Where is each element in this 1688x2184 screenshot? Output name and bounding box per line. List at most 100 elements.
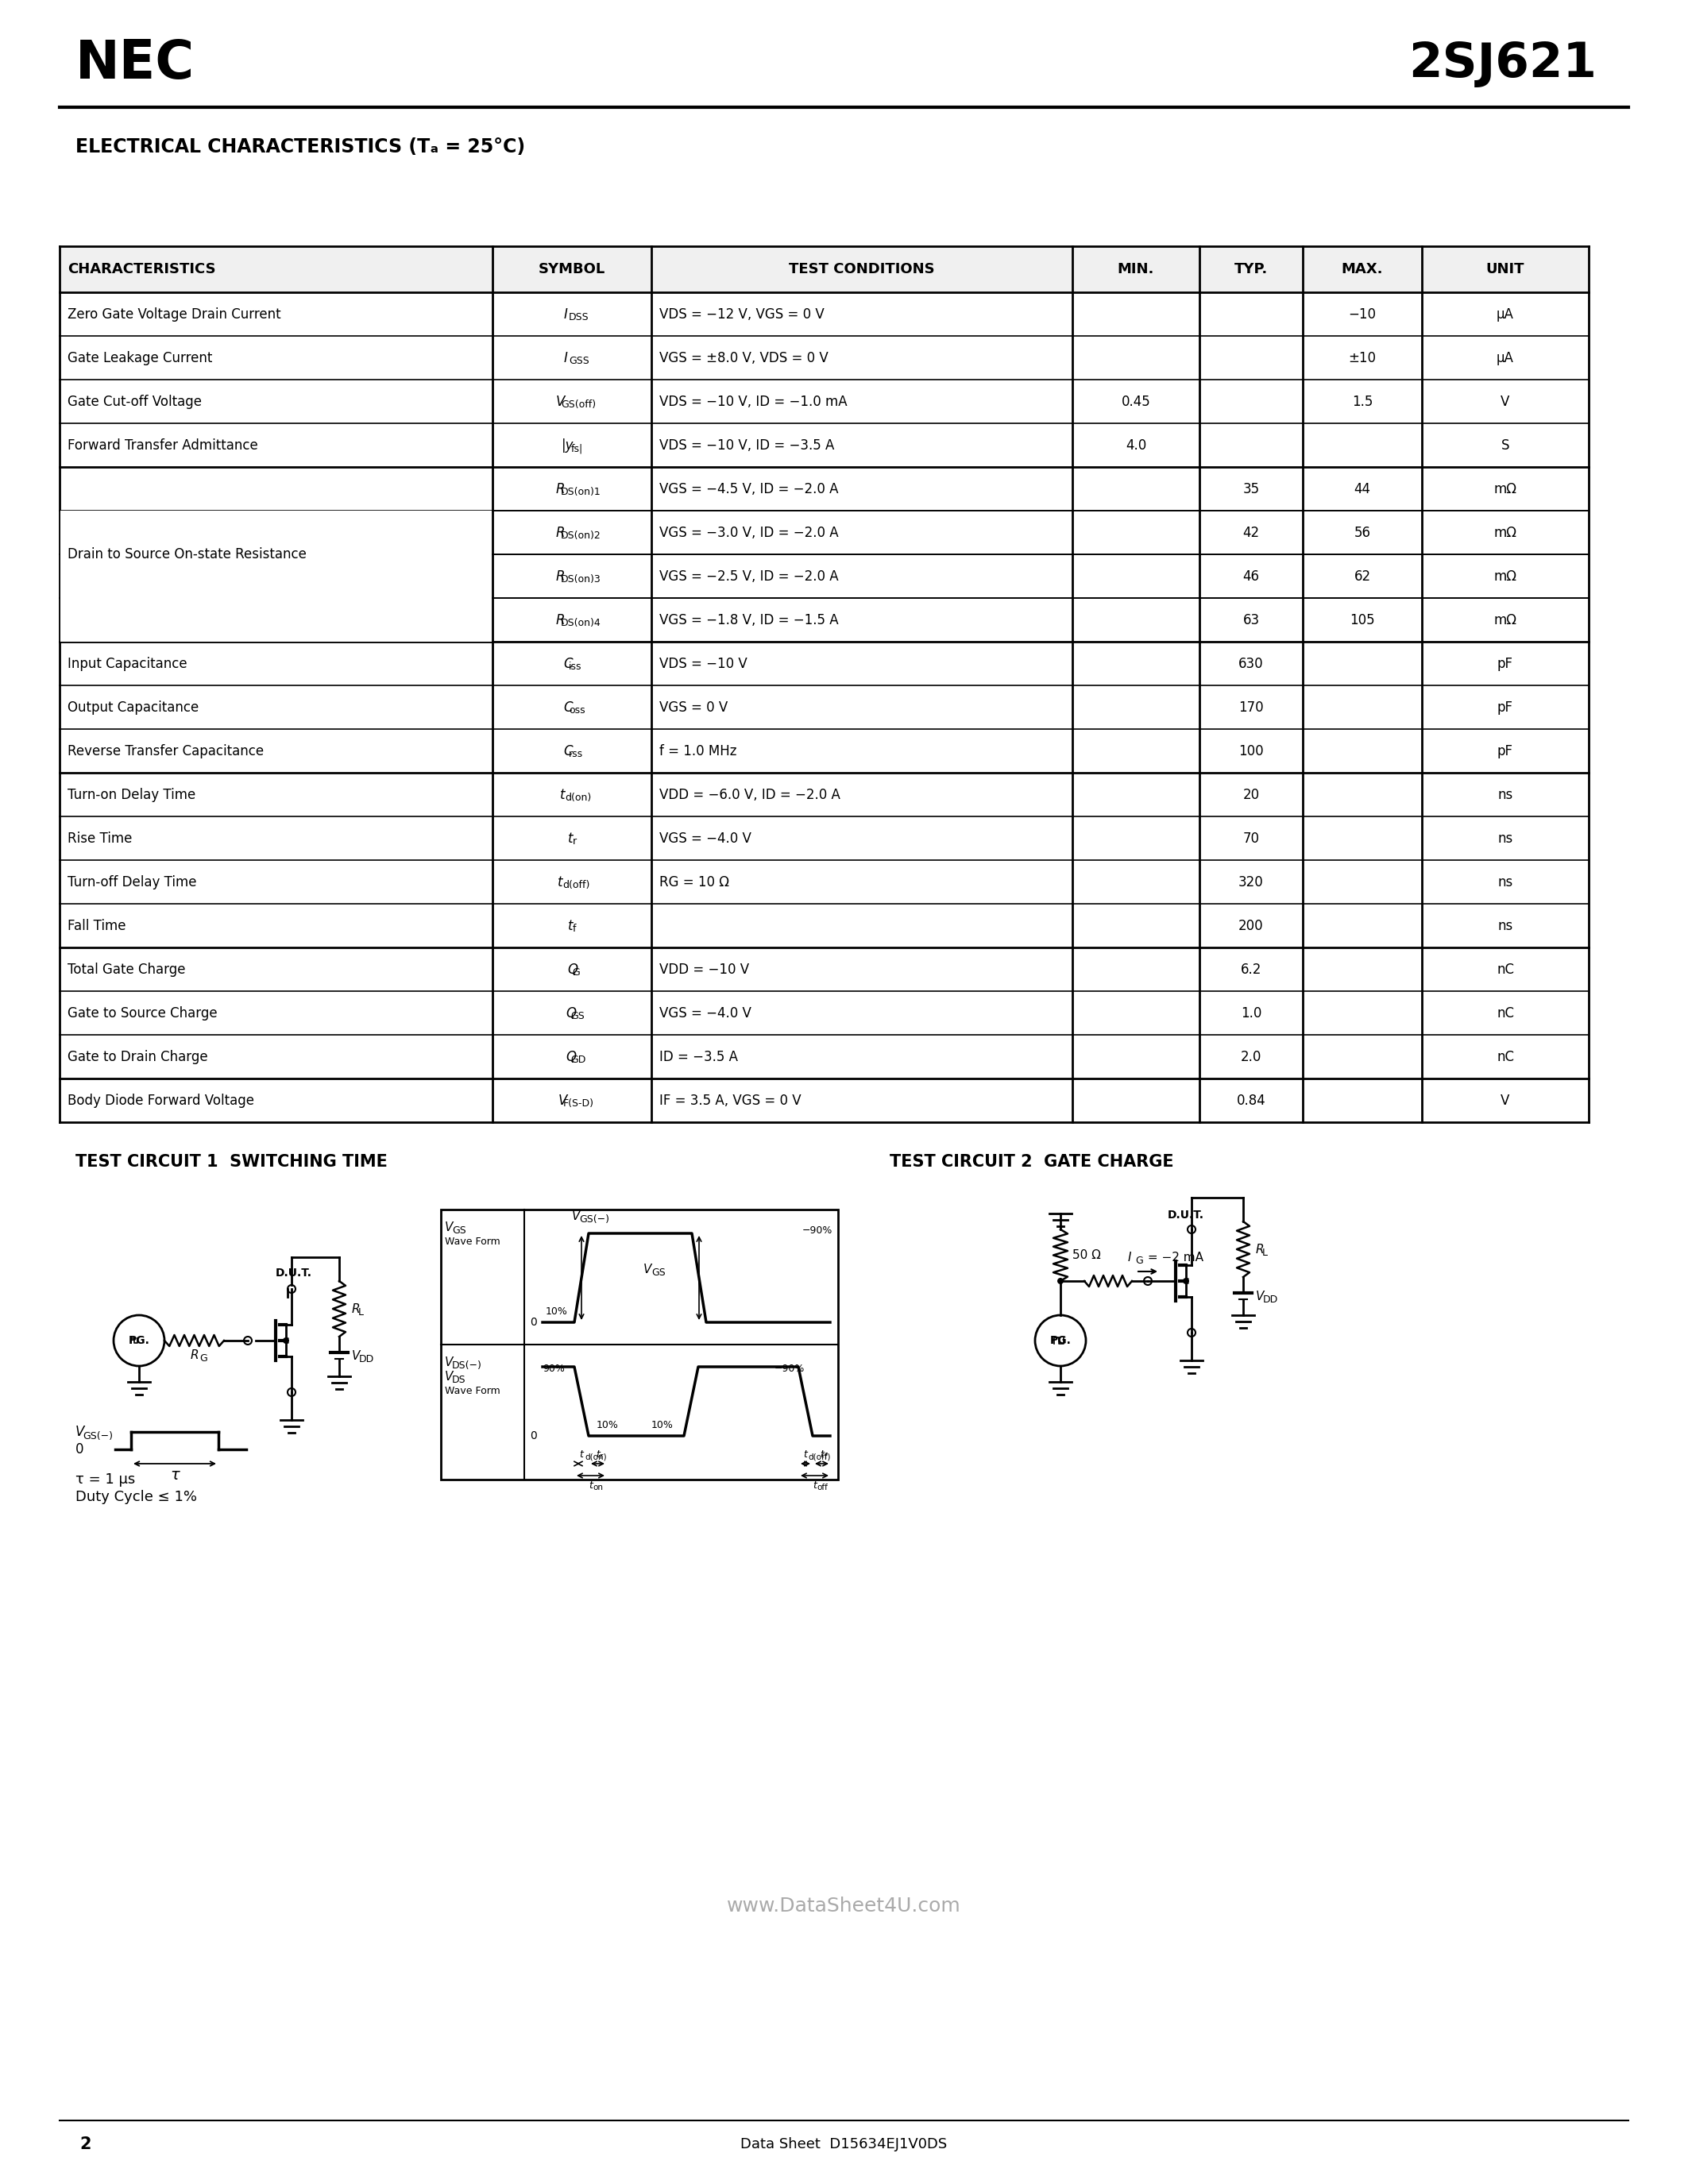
Text: VGS = −4.0 V: VGS = −4.0 V bbox=[660, 1007, 751, 1020]
Text: DS(on)4: DS(on)4 bbox=[560, 618, 601, 629]
Circle shape bbox=[1057, 1278, 1063, 1284]
Text: DS(on)1: DS(on)1 bbox=[560, 487, 601, 498]
Text: t: t bbox=[820, 1448, 824, 1459]
Text: ns: ns bbox=[1497, 876, 1512, 889]
Text: CHARACTERISTICS: CHARACTERISTICS bbox=[68, 262, 216, 277]
Circle shape bbox=[1035, 1315, 1085, 1365]
Text: pF: pF bbox=[1497, 745, 1512, 758]
Circle shape bbox=[1188, 1225, 1195, 1234]
Text: Output Capacitance: Output Capacitance bbox=[68, 701, 199, 714]
Text: −90%: −90% bbox=[802, 1225, 832, 1236]
Text: nC: nC bbox=[1497, 963, 1514, 976]
Text: V: V bbox=[351, 1350, 360, 1361]
Text: VDS = −10 V, ID = −3.5 A: VDS = −10 V, ID = −3.5 A bbox=[660, 439, 834, 452]
Text: V: V bbox=[555, 395, 565, 408]
Circle shape bbox=[287, 1389, 295, 1396]
Bar bbox=[61, 555, 491, 598]
Text: Data Sheet  D15634EJ1V0DS: Data Sheet D15634EJ1V0DS bbox=[741, 2138, 947, 2151]
Text: 44: 44 bbox=[1354, 483, 1371, 496]
Text: ID = −3.5 A: ID = −3.5 A bbox=[660, 1051, 738, 1064]
Text: mΩ: mΩ bbox=[1494, 483, 1518, 496]
Text: f = 1.0 MHz: f = 1.0 MHz bbox=[660, 745, 736, 758]
Text: mΩ: mΩ bbox=[1494, 614, 1518, 627]
Text: iss: iss bbox=[569, 662, 582, 673]
Text: VGS = −4.5 V, ID = −2.0 A: VGS = −4.5 V, ID = −2.0 A bbox=[660, 483, 839, 496]
Text: PG.: PG. bbox=[128, 1334, 150, 1345]
Text: Turn-off Delay Time: Turn-off Delay Time bbox=[68, 876, 196, 889]
Text: VDS = −10 V, ID = −1.0 mA: VDS = −10 V, ID = −1.0 mA bbox=[660, 395, 847, 408]
Text: GD: GD bbox=[571, 1055, 586, 1066]
Text: VDS = −12 V, VGS = 0 V: VDS = −12 V, VGS = 0 V bbox=[660, 308, 824, 321]
Text: S: S bbox=[1501, 439, 1509, 452]
Text: 20: 20 bbox=[1242, 788, 1259, 802]
Text: 170: 170 bbox=[1239, 701, 1264, 714]
Text: C: C bbox=[564, 701, 572, 714]
Text: t: t bbox=[803, 1448, 807, 1459]
Text: Q: Q bbox=[565, 1007, 576, 1020]
Text: SYMBOL: SYMBOL bbox=[538, 262, 606, 277]
Text: VDS = −10 V: VDS = −10 V bbox=[660, 657, 748, 670]
Text: 105: 105 bbox=[1350, 614, 1374, 627]
Text: 10%: 10% bbox=[652, 1420, 674, 1431]
Text: L: L bbox=[1263, 1247, 1268, 1258]
Text: Wave Form: Wave Form bbox=[446, 1385, 500, 1396]
Text: V: V bbox=[446, 1369, 452, 1382]
Text: 200: 200 bbox=[1239, 919, 1264, 933]
Text: 42: 42 bbox=[1242, 526, 1259, 539]
Text: VGS = −2.5 V, ID = −2.0 A: VGS = −2.5 V, ID = −2.0 A bbox=[660, 570, 839, 583]
Text: GS: GS bbox=[452, 1225, 466, 1236]
Text: ns: ns bbox=[1497, 788, 1512, 802]
Text: pF: pF bbox=[1497, 657, 1512, 670]
Text: Gate Cut-off Voltage: Gate Cut-off Voltage bbox=[68, 395, 203, 408]
Text: Q: Q bbox=[567, 963, 577, 976]
Text: oss: oss bbox=[569, 705, 586, 716]
Text: R: R bbox=[351, 1304, 360, 1315]
Circle shape bbox=[113, 1315, 164, 1365]
Text: DSS: DSS bbox=[569, 312, 589, 323]
Text: −90%: −90% bbox=[775, 1363, 805, 1374]
Text: Turn-on Delay Time: Turn-on Delay Time bbox=[68, 788, 196, 802]
Text: G: G bbox=[1134, 1256, 1143, 1265]
Text: off: off bbox=[817, 1483, 829, 1492]
Circle shape bbox=[287, 1284, 295, 1293]
Text: d(on): d(on) bbox=[584, 1452, 606, 1461]
Text: r: r bbox=[601, 1452, 604, 1461]
Text: t: t bbox=[557, 876, 564, 889]
Text: 1.5: 1.5 bbox=[1352, 395, 1372, 408]
Text: C: C bbox=[564, 657, 572, 670]
Text: GSS: GSS bbox=[569, 356, 589, 367]
Text: ELECTRICAL CHARACTERISTICS (Tₐ = 25°C): ELECTRICAL CHARACTERISTICS (Tₐ = 25°C) bbox=[76, 138, 525, 157]
Text: R: R bbox=[555, 570, 565, 583]
Circle shape bbox=[243, 1337, 252, 1345]
Text: |y: |y bbox=[560, 439, 574, 452]
Text: V: V bbox=[643, 1262, 652, 1275]
Text: t: t bbox=[812, 1481, 817, 1489]
Text: t: t bbox=[567, 832, 572, 845]
Text: I: I bbox=[1128, 1251, 1131, 1262]
Text: R: R bbox=[555, 614, 565, 627]
Text: 630: 630 bbox=[1239, 657, 1264, 670]
Text: r: r bbox=[572, 836, 577, 847]
Text: Gate to Drain Charge: Gate to Drain Charge bbox=[68, 1051, 208, 1064]
Text: t: t bbox=[560, 788, 565, 802]
Bar bbox=[59, 247, 1588, 293]
Text: pF: pF bbox=[1497, 701, 1512, 714]
Text: PG.: PG. bbox=[1050, 1334, 1072, 1345]
Text: GS: GS bbox=[652, 1267, 665, 1278]
Text: DD: DD bbox=[1263, 1295, 1278, 1304]
Text: NEC: NEC bbox=[76, 37, 194, 90]
Text: 2SJ621: 2SJ621 bbox=[1408, 39, 1597, 87]
Text: nC: nC bbox=[1497, 1007, 1514, 1020]
Text: DS(on)3: DS(on)3 bbox=[560, 574, 601, 585]
Text: f: f bbox=[824, 1452, 827, 1461]
Text: D.U.T.: D.U.T. bbox=[275, 1267, 312, 1278]
Text: www.DataSheet4U.com: www.DataSheet4U.com bbox=[726, 1896, 960, 1915]
Text: TYP.: TYP. bbox=[1234, 262, 1268, 277]
Text: 90%: 90% bbox=[542, 1363, 565, 1374]
Text: Fall Time: Fall Time bbox=[68, 919, 127, 933]
Text: 70: 70 bbox=[1242, 832, 1259, 845]
Text: Rise Time: Rise Time bbox=[68, 832, 132, 845]
Text: Drain to Source On-state Resistance: Drain to Source On-state Resistance bbox=[68, 548, 307, 561]
Text: μA: μA bbox=[1497, 308, 1514, 321]
Text: DS(−): DS(−) bbox=[452, 1361, 483, 1369]
